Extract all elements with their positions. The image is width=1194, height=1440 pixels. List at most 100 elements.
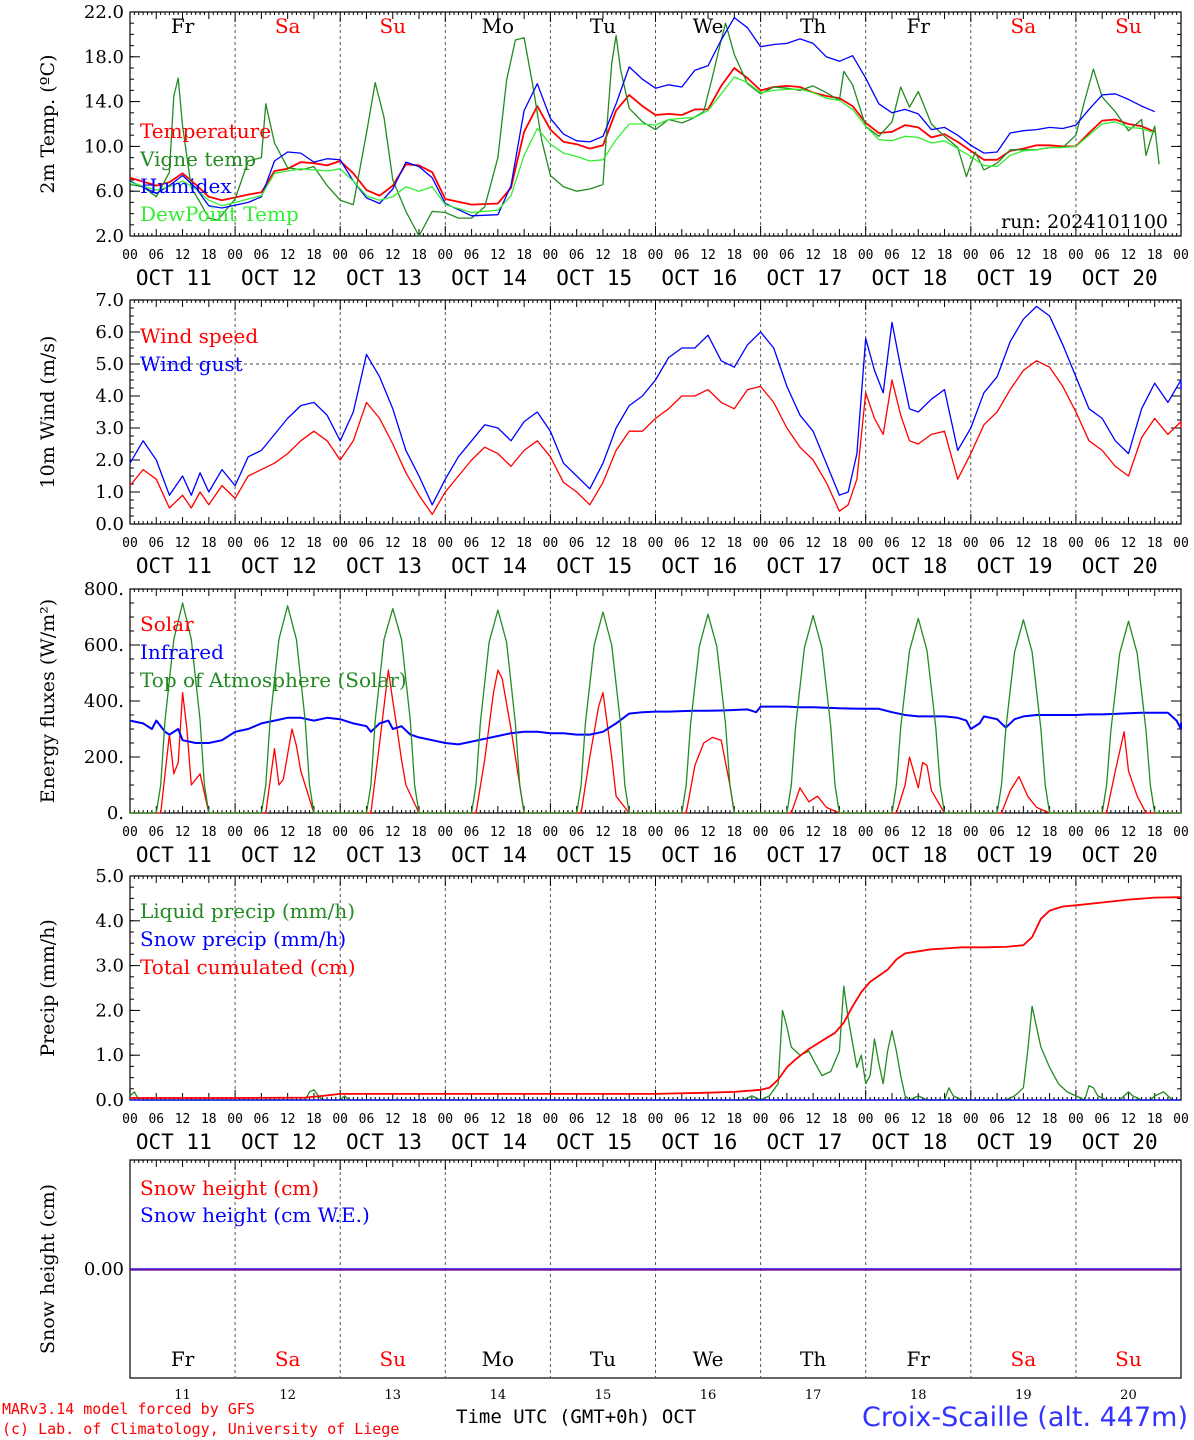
- hour-tick-label: 12: [280, 825, 296, 840]
- hour-tick-label: 00: [963, 1112, 979, 1127]
- day-label: OCT 12: [241, 266, 317, 290]
- day-label: OCT 13: [346, 843, 422, 867]
- y-tick-label: 400.: [84, 691, 124, 712]
- hour-tick-label: 18: [201, 536, 217, 551]
- y-tick-label: 0.: [107, 803, 124, 824]
- panel-frame: [129, 299, 1182, 525]
- day-label: OCT 13: [346, 1130, 422, 1154]
- day-label: OCT 20: [1082, 843, 1158, 867]
- day-number: 18: [910, 1388, 927, 1403]
- hour-tick-label: 12: [280, 536, 296, 551]
- hour-tick-label: 18: [411, 248, 427, 263]
- day-label: OCT 19: [977, 1130, 1053, 1154]
- run-annotation: run: 2024101100: [1001, 211, 1168, 233]
- day-label: OCT 11: [136, 554, 212, 578]
- y-tick-label: 5.0: [95, 866, 124, 887]
- day-label: OCT 20: [1082, 266, 1158, 290]
- day-name: Su: [1115, 14, 1142, 38]
- legend-entry: Snow height (cm W.E.): [140, 1203, 370, 1227]
- hour-tick-label: 00: [648, 825, 664, 840]
- day-label: OCT 18: [872, 843, 948, 867]
- hour-tick-label: 18: [726, 248, 742, 263]
- hour-tick-label: 06: [569, 536, 585, 551]
- hour-tick-label: 06: [1094, 536, 1110, 551]
- hour-tick-label: 12: [700, 248, 716, 263]
- time-axis-label: Time UTC (GMT+0h) OCT: [456, 1406, 697, 1428]
- hour-tick-label: 18: [1042, 248, 1058, 263]
- hour-tick-label: 00: [227, 1112, 243, 1127]
- hour-tick-label: 00: [543, 1112, 559, 1127]
- day-label: OCT 11: [136, 843, 212, 867]
- day-label: OCT 14: [451, 1130, 527, 1154]
- hour-tick-label: 12: [490, 248, 506, 263]
- y-tick-label: 10.0: [84, 136, 124, 157]
- hour-tick-label: 12: [280, 248, 296, 263]
- day-name: Su: [379, 14, 406, 38]
- day-label: OCT 19: [977, 266, 1053, 290]
- hour-tick-label: 18: [516, 248, 532, 263]
- day-label: OCT 15: [556, 266, 632, 290]
- hour-tick-label: 00: [753, 1112, 769, 1127]
- hour-tick-label: 18: [1042, 1112, 1058, 1127]
- day-name: Tu: [590, 1347, 616, 1371]
- hour-tick-label: 12: [910, 825, 926, 840]
- hour-tick-label: 06: [254, 248, 270, 263]
- legend-entry: Wind speed: [140, 324, 258, 348]
- series-line: [129, 76, 1155, 214]
- hour-tick-label: 12: [175, 825, 191, 840]
- hour-tick-label: 12: [805, 825, 821, 840]
- hour-tick-label: 00: [1173, 248, 1189, 263]
- panel-frame: [129, 588, 1182, 814]
- day-label: OCT 19: [977, 843, 1053, 867]
- hour-tick-label: 06: [1094, 825, 1110, 840]
- hour-tick-label: 06: [254, 825, 270, 840]
- y-tick-label: 200.: [84, 747, 124, 768]
- hour-tick-label: 06: [569, 825, 585, 840]
- day-number: 20: [1120, 1388, 1137, 1403]
- day-number: 15: [595, 1388, 612, 1403]
- day-name: Su: [1115, 1347, 1142, 1371]
- day-label: OCT 16: [661, 554, 737, 578]
- hour-tick-label: 00: [963, 536, 979, 551]
- hour-tick-label: 18: [832, 1112, 848, 1127]
- day-label: OCT 15: [556, 554, 632, 578]
- hour-tick-label: 06: [359, 248, 375, 263]
- hour-tick-label: 18: [621, 536, 637, 551]
- hour-tick-label: 06: [254, 536, 270, 551]
- hour-tick-label: 12: [1121, 248, 1137, 263]
- hour-tick-label: 00: [437, 248, 453, 263]
- legend-entry: Total cumulated (cm): [140, 955, 356, 979]
- day-name: Fr: [907, 1347, 931, 1371]
- day-label: OCT 14: [451, 266, 527, 290]
- hour-tick-label: 06: [148, 248, 164, 263]
- day-number: 16: [700, 1388, 717, 1403]
- hour-tick-label: 00: [543, 536, 559, 551]
- day-name: Sa: [1011, 14, 1037, 38]
- y-axis-label: Energy fluxes (W/m²): [37, 599, 59, 803]
- y-tick-label: 0.00: [84, 1259, 124, 1280]
- hour-tick-label: 06: [359, 825, 375, 840]
- hour-tick-label: 00: [858, 248, 874, 263]
- hour-tick-label: 18: [621, 825, 637, 840]
- hour-tick-label: 00: [543, 248, 559, 263]
- hour-tick-label: 00: [437, 536, 453, 551]
- series-line: [129, 360, 1182, 516]
- day-number: 13: [384, 1388, 401, 1403]
- hour-tick-label: 18: [411, 1112, 427, 1127]
- hour-tick-label: 12: [595, 536, 611, 551]
- hour-tick-label: 06: [359, 536, 375, 551]
- y-tick-label: 800.: [84, 579, 124, 600]
- hour-tick-label: 12: [595, 248, 611, 263]
- hour-tick-label: 18: [832, 825, 848, 840]
- hour-tick-label: 06: [148, 825, 164, 840]
- hour-tick-label: 18: [411, 825, 427, 840]
- hour-tick-label: 00: [122, 536, 138, 551]
- hour-tick-label: 00: [332, 825, 348, 840]
- hour-tick-label: 18: [516, 536, 532, 551]
- hour-tick-label: 06: [674, 536, 690, 551]
- day-label: OCT 15: [556, 843, 632, 867]
- y-tick-label: 2.0: [95, 1000, 124, 1021]
- hour-tick-label: 00: [753, 825, 769, 840]
- hour-tick-label: 12: [490, 536, 506, 551]
- hour-tick-label: 18: [201, 248, 217, 263]
